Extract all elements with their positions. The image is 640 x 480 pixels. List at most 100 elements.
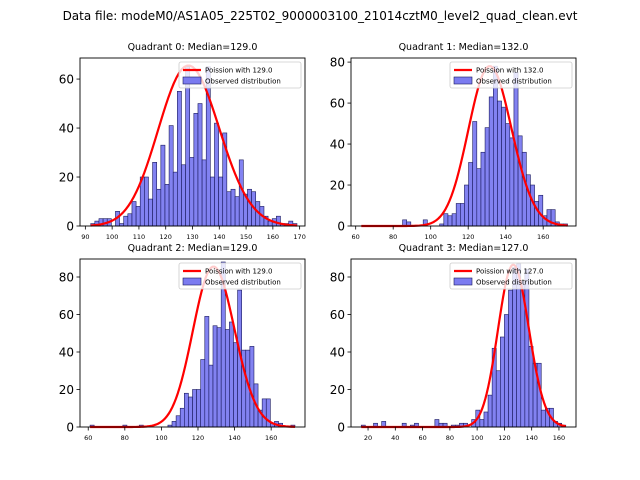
legend-label-observed: Observed distribution	[476, 78, 552, 86]
histogram-bar	[156, 188, 162, 227]
histogram-bar	[505, 123, 511, 227]
histogram-bar	[184, 392, 189, 428]
histogram-bar	[189, 157, 195, 227]
y-tick-label: 20	[330, 383, 345, 397]
x-tick-label: 160	[537, 233, 549, 241]
x-tick-label: 80	[446, 434, 454, 442]
histogram-bar	[497, 100, 502, 227]
x-tick-label: 170	[293, 233, 305, 241]
legend-box	[178, 61, 302, 89]
y-tick-label: 80	[59, 271, 74, 285]
histogram-bar	[521, 151, 527, 227]
x-tick-label: 140	[525, 434, 537, 442]
y-tick-label: 80	[330, 56, 345, 70]
x-tick-label: 110	[133, 233, 145, 241]
x-tick-label: 120	[498, 434, 510, 442]
legend: Poission with 129.0 Observed distribution	[178, 61, 302, 89]
histogram-bar	[546, 209, 552, 227]
histogram-bar	[464, 184, 469, 227]
histogram-bar	[214, 122, 219, 227]
y-tick-label: 40	[330, 138, 345, 152]
histogram-bar	[179, 407, 185, 428]
axes-frame	[79, 258, 306, 428]
histogram-bar	[528, 346, 534, 428]
legend-box	[449, 262, 573, 290]
histogram-bar	[196, 389, 201, 428]
x-tick-label: 60	[84, 434, 92, 442]
x-tick-label: 100	[424, 233, 436, 241]
histogram-bar	[504, 314, 509, 428]
histogram-bar	[488, 96, 494, 227]
histogram-bar	[200, 359, 206, 428]
y-tick-label: 60	[330, 308, 345, 322]
x-tick-label: 80	[121, 434, 129, 442]
x-tick-label: 120	[192, 434, 204, 442]
histogram-bar	[168, 125, 174, 227]
histogram-bar	[512, 267, 517, 428]
histogram-bar	[212, 325, 218, 428]
histogram-bar	[233, 342, 238, 428]
histogram-bar	[476, 168, 482, 227]
histogram-bar	[493, 65, 498, 227]
y-tick-label: 40	[59, 346, 74, 360]
x-tick-label: 120	[462, 233, 474, 241]
y-tick-label: 60	[330, 97, 345, 111]
histogram-bar	[204, 316, 210, 428]
axes-frame	[350, 57, 577, 227]
histogram-bar	[501, 106, 506, 227]
histogram-bar	[472, 121, 478, 227]
x-tick-label: 160	[553, 434, 565, 442]
y-tick-label: 20	[59, 171, 74, 185]
legend: Poission with 127.0 Observed distribution	[449, 262, 573, 290]
histogram-bar	[185, 66, 191, 227]
histogram-bar	[181, 164, 186, 227]
legend-label-poisson: Poission with 127.0	[476, 268, 544, 276]
histogram-bar	[526, 174, 531, 227]
histogram-bar	[148, 198, 153, 227]
histogram-bar	[500, 336, 505, 428]
histogram-bar	[218, 176, 224, 227]
histogram-bar	[135, 206, 141, 227]
x-tick-label: 140	[228, 434, 240, 442]
legend-label-observed: Observed distribution	[205, 279, 281, 287]
axes-frame	[350, 258, 577, 428]
histogram-bar	[123, 215, 129, 227]
subplot-quadrant-3: Quadrant 3: Median=127.0 20 40 60 80 100 120 14…	[330, 243, 577, 442]
histogram-bar	[468, 162, 473, 227]
legend-bar-swatch	[182, 277, 202, 286]
figure-suptitle: Data file: modeM0/AS1A05_225T02_90000031…	[63, 9, 578, 23]
histogram-bar	[484, 127, 490, 227]
histogram-bar	[131, 201, 137, 227]
legend-label-poisson: Poission with 129.0	[205, 268, 273, 276]
legend-label-observed: Observed distribution	[476, 279, 552, 287]
histogram-bar	[261, 398, 267, 428]
legend-label-poisson: Poission with 129.0	[205, 67, 273, 75]
y-tick-label: 0	[337, 220, 345, 234]
histogram-bar	[451, 213, 457, 227]
subplot-title: Quadrant 3: Median=127.0	[399, 243, 529, 254]
x-tick-label: 20	[364, 434, 372, 442]
x-tick-label: 100	[155, 434, 167, 442]
x-tick-label: 140	[499, 233, 511, 241]
histogram-bar	[538, 194, 544, 227]
histogram-bar	[434, 419, 440, 428]
subplot-title: Quadrant 1: Median=132.0	[399, 42, 529, 53]
histogram-bar	[188, 396, 193, 428]
subplot-quadrant-2: Quadrant 2: Median=129.0 60 80 100 120 140 160…	[59, 243, 306, 442]
histogram-bar	[247, 188, 252, 227]
legend-bar-swatch	[182, 76, 202, 85]
subplot-quadrant-1: Quadrant 1: Median=132.0 60 80 100 120 140 160…	[330, 42, 577, 241]
histogram-bar	[230, 188, 236, 227]
x-tick-label: 60	[418, 434, 426, 442]
y-tick-label: 80	[330, 271, 345, 285]
histogram-bar	[455, 203, 461, 227]
histogram-bar	[164, 184, 170, 227]
y-tick-label: 20	[330, 179, 345, 193]
histogram-bar	[234, 196, 240, 227]
histogram-bar	[249, 346, 255, 428]
x-tick-label: 120	[160, 233, 172, 241]
histogram-bar	[144, 176, 149, 227]
subplot-quadrant-0: Quadrant 0: Median=129.0 90 100 110 120 130 14…	[59, 42, 306, 241]
histogram-bar	[216, 327, 222, 428]
